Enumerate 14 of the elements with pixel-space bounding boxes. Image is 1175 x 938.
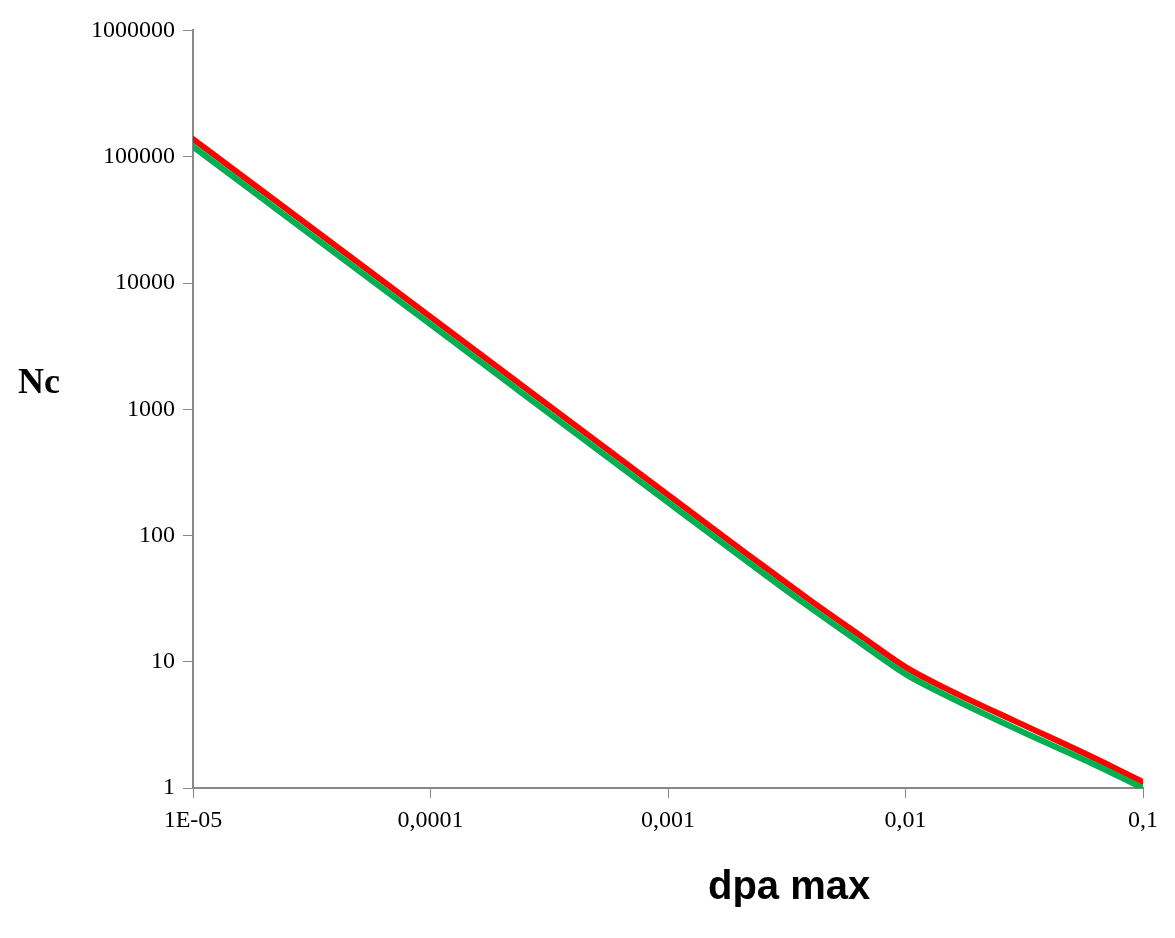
y-axis-title: Nc bbox=[18, 360, 60, 402]
x-tick-label: 0,01 bbox=[884, 805, 927, 832]
y-tick-label: 10000 bbox=[115, 268, 175, 295]
x-tick-label: 0,001 bbox=[641, 805, 695, 832]
x-tick-label: 0,0001 bbox=[397, 805, 464, 832]
x-tick-label: 0,1 bbox=[1128, 805, 1158, 832]
x-tick-label: 1E-05 bbox=[163, 805, 223, 832]
y-tick-label: 100000 bbox=[103, 142, 175, 168]
y-tick-label: 10 bbox=[151, 647, 175, 674]
y-tick-label: 1 bbox=[163, 773, 175, 800]
y-tick-label: 1000000 bbox=[91, 15, 175, 42]
y-tick-label: 1000 bbox=[127, 394, 175, 421]
y-tick-label: 100 bbox=[139, 520, 175, 547]
x-axis-title: dpa max bbox=[708, 863, 871, 908]
